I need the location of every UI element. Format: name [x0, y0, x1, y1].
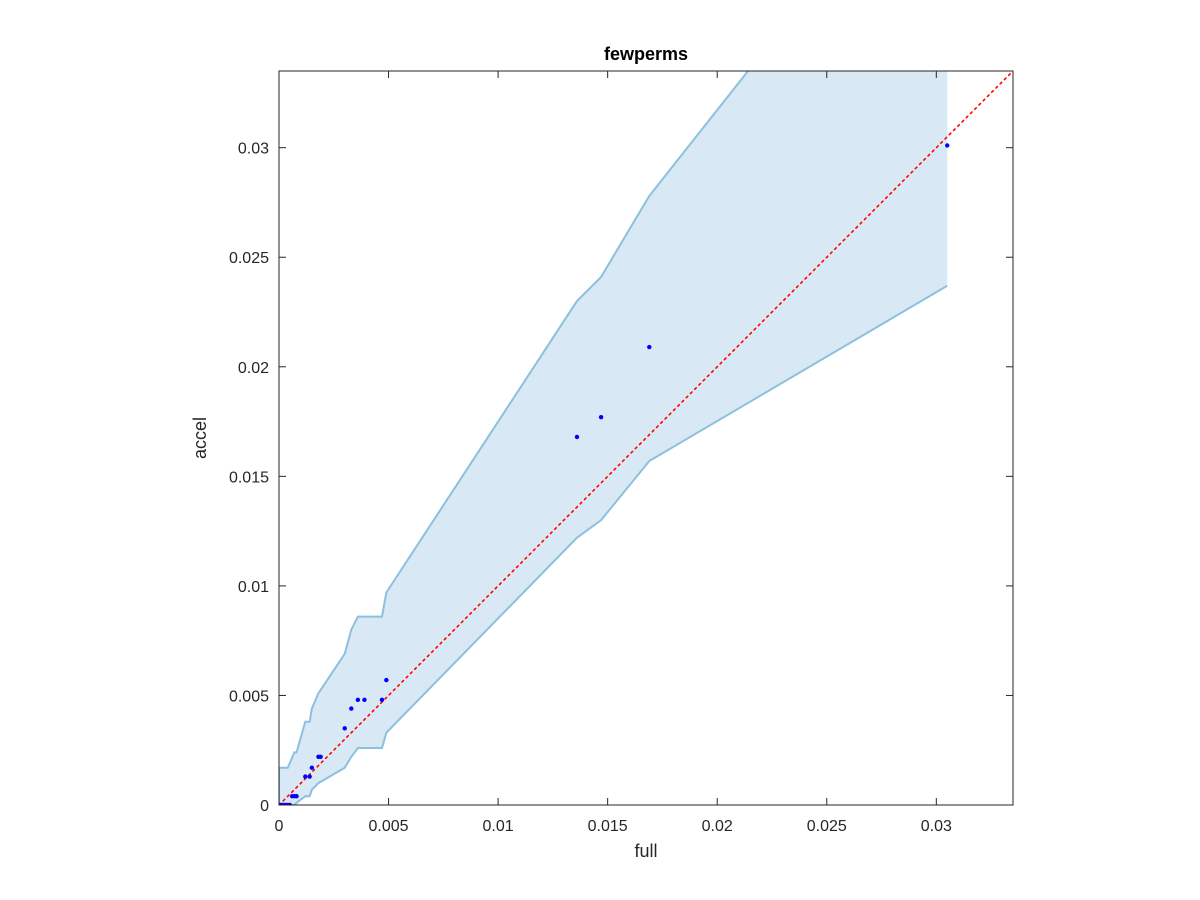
band-lower-edge [279, 284, 948, 805]
data-point [355, 697, 361, 703]
data-point [342, 726, 347, 731]
x-tick-label: 0.02 [702, 818, 733, 835]
axis-ticks: 0 0.005 0.01 0.015 0.02 0.025 0.03 0 0.005 0.01 0.… [229, 71, 1013, 835]
y-tick-label: 0.015 [229, 469, 269, 486]
y-tick-label: 0.02 [238, 360, 269, 377]
data-point [384, 677, 389, 683]
x-tick-label: 0.025 [807, 818, 847, 835]
y-tick-label: 0 [260, 798, 269, 815]
data-point [318, 754, 323, 759]
data-points [279, 143, 950, 805]
x-tick-label: 0.005 [369, 818, 409, 835]
x-tick-label: 0.015 [588, 818, 628, 835]
data-point [945, 143, 950, 148]
data-point [598, 414, 604, 420]
data-point [379, 697, 385, 703]
data-point [309, 765, 315, 770]
y-tick-label: 0.03 [238, 141, 269, 158]
y-tick-label: 0.005 [229, 688, 269, 705]
data-point [303, 774, 308, 779]
reference-line [279, 71, 1013, 805]
y-tick-label: 0.01 [238, 579, 269, 596]
data-point [287, 802, 293, 805]
y-tick-label: 0.025 [229, 250, 269, 267]
data-point [307, 774, 312, 779]
data-point [349, 706, 354, 711]
chart-title: fewperms [604, 44, 688, 64]
band-fill [279, 71, 948, 805]
confidence-band [279, 71, 948, 805]
x-tick-label: 0.01 [483, 818, 514, 835]
reference-line-group [279, 71, 1013, 805]
x-tick-label: 0.03 [921, 818, 952, 835]
data-point [574, 434, 580, 440]
y-axis-label: accel [190, 417, 210, 459]
data-point [362, 697, 367, 703]
band-upper-edge [279, 71, 750, 769]
x-tick-label: 0 [275, 818, 284, 835]
x-axis-label: full [634, 841, 657, 861]
data-point [647, 344, 652, 350]
axes-frame [278, 70, 1014, 806]
data-point [294, 794, 299, 799]
